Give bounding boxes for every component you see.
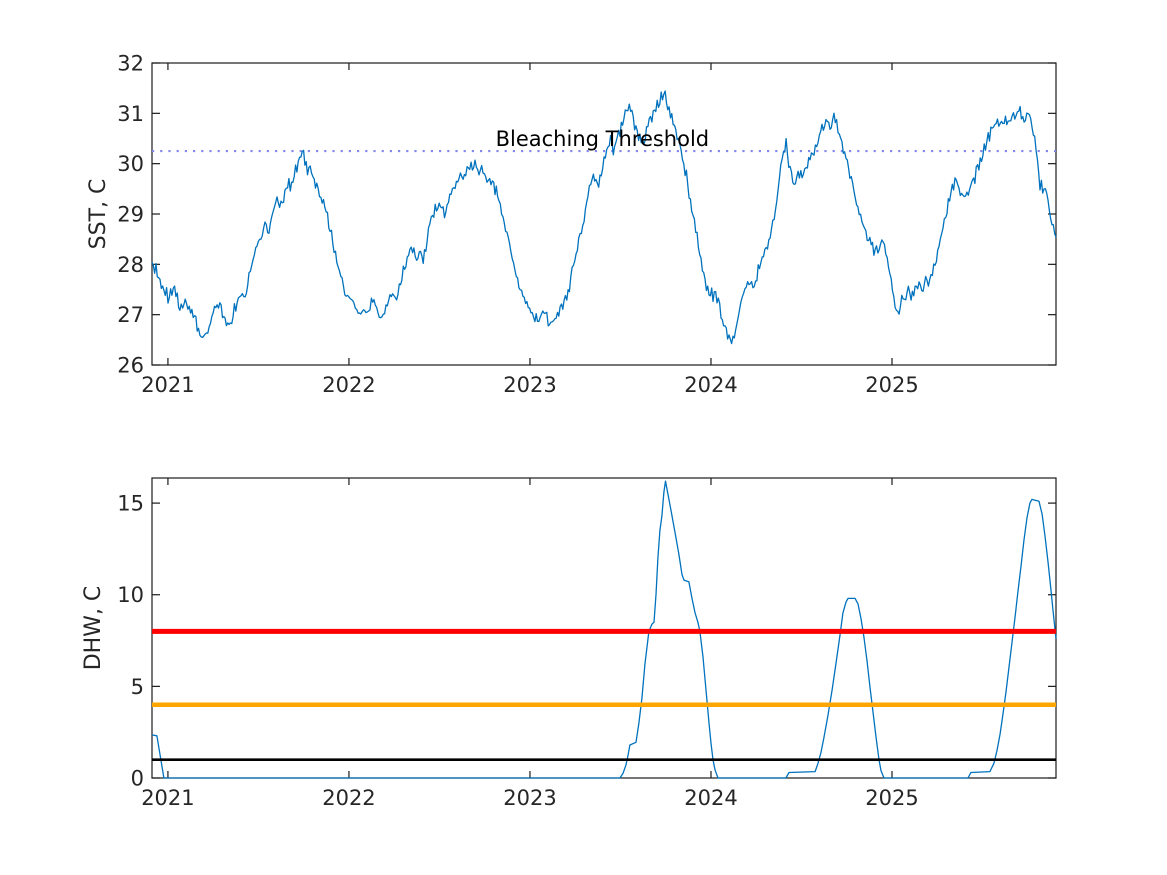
x-tick-label: 2025: [865, 786, 918, 810]
y-tick-label: 31: [117, 102, 144, 126]
x-tick-label: 2024: [684, 786, 737, 810]
dhw-y-axis-label: DHW, C: [81, 586, 106, 671]
x-tick-label: 2022: [322, 373, 375, 397]
x-tick-label: 2023: [503, 373, 556, 397]
x-tick-label: 2022: [322, 786, 375, 810]
axes-box: [151, 477, 1057, 779]
x-tick-label: 2024: [684, 373, 737, 397]
sst-series-line: [151, 90, 1057, 345]
y-tick-label: 30: [117, 152, 144, 176]
y-tick-label: 26: [117, 354, 144, 378]
y-tick-label: 29: [117, 203, 144, 227]
y-tick-label: 27: [117, 303, 144, 327]
y-tick-label: 32: [117, 52, 144, 76]
y-tick-label: 10: [117, 583, 144, 607]
x-tick-label: 2021: [141, 786, 194, 810]
x-tick-label: 2023: [503, 786, 556, 810]
axes-box: [151, 62, 1057, 366]
dhw-series-line: [151, 480, 1057, 779]
y-tick-label: 15: [117, 492, 144, 516]
y-tick-label: 5: [131, 675, 144, 699]
y-tick-label: 28: [117, 253, 144, 277]
x-tick-label: 2021: [141, 373, 194, 397]
sst-chart: 2021 2022 2023 2024 2025 26 27 28 29 30 31 32: [117, 52, 1057, 397]
sst-y-axis-label: SST, C: [86, 179, 111, 250]
bleaching-threshold-annotation: Bleaching Threshold: [496, 127, 710, 151]
dhw-chart: 2021 2022 2023 2024 2025 0 5 10 15: [117, 477, 1057, 810]
y-tick-label: 0: [131, 767, 144, 791]
x-tick-label: 2025: [865, 373, 918, 397]
